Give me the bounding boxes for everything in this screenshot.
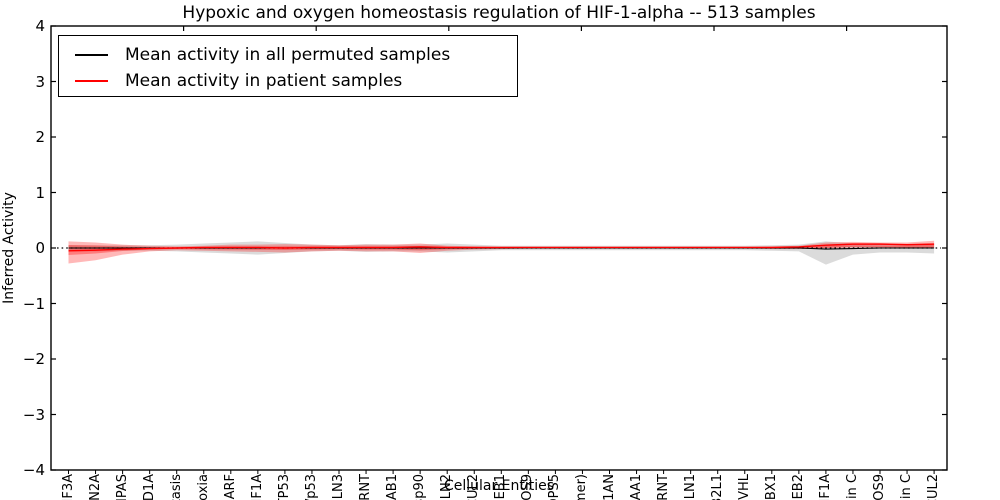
- x-tick-label: HIF1A/ARNT: [358, 474, 373, 500]
- x-tick-label: HIF1A/JAB1: [385, 474, 400, 500]
- x-axis-label: Cellular Entities: [443, 478, 555, 494]
- chart-title: Hypoxic and oxygen homeostasis regulatio…: [182, 3, 816, 23]
- x-tick-label: ARNT: [655, 474, 671, 500]
- x-tick-label: HIF1A/Hsp90: [412, 474, 427, 500]
- legend-line-permuted-icon: [75, 54, 108, 56]
- x-tick-label: HIF1A/RACK1/Elongin B/Elongin C: [845, 474, 860, 500]
- y-tick-label: −1: [22, 294, 45, 313]
- x-tick-label: VHL/Elongin B/Elongin C/RBX1/CUL2: [926, 474, 941, 500]
- patient-band-outer: [68, 240, 935, 264]
- x-tick-label: HIF1A/p19ARF: [223, 474, 238, 500]
- x-tick-label: FIH (dimer): [574, 474, 589, 500]
- x-tick-label: VHL: [736, 474, 752, 500]
- legend-label-permuted: Mean activity in all permuted samples: [125, 45, 451, 65]
- y-tick-label: −2: [22, 350, 45, 368]
- patient-mean-line: [68, 243, 935, 252]
- y-tick-label: 0: [35, 239, 45, 257]
- legend-line-patient-icon: [75, 80, 108, 82]
- x-tick-label: EGLN3: [331, 474, 346, 500]
- x-tick-label: ARD1A: [141, 474, 157, 500]
- x-tick-label: RACK1/Elongin B/Elongin C: [899, 474, 914, 500]
- x-tick-label: CUL2: [466, 474, 482, 500]
- y-tick-label: 4: [35, 17, 45, 35]
- x-tick-label: HIF3A: [60, 474, 76, 500]
- x-tick-label: PHD1-3/OS9: [872, 474, 887, 500]
- x-tick-label: OS9: [520, 474, 536, 500]
- legend-label-patient: Mean activity in patient samples: [125, 71, 403, 91]
- x-tick-label: HIF1AN: [601, 474, 617, 500]
- y-tick-label: 3: [35, 72, 45, 91]
- y-tick-label: 1: [35, 183, 45, 202]
- permuted-band: [68, 241, 935, 265]
- legend: Mean activity in all permuted samples Me…: [58, 35, 518, 97]
- x-tick-label: GNB2L1: [710, 474, 725, 500]
- legend-row-permuted: Mean activity in all permuted samples: [59, 43, 517, 67]
- y-tick-label: 2: [35, 128, 45, 146]
- x-tick-label: HIF1A/p53: [304, 474, 319, 500]
- x-tick-label: HSP90AA1: [629, 474, 644, 500]
- x-tick-label: TCEB1: [493, 474, 509, 500]
- x-tick-label: TP53: [276, 474, 292, 500]
- x-tick-label: VHL/Elongin B/Elongin C/RBX1/CUL2/HIF1A: [818, 474, 833, 500]
- x-tick-label: CDKN2A: [88, 474, 103, 500]
- x-tick-label: EGLN2: [439, 474, 455, 500]
- x-tick-label: ARNT/IPAS: [115, 474, 130, 500]
- x-tick-label: EGLN1: [682, 474, 698, 500]
- x-tick-label: response to hypoxia: [196, 474, 211, 500]
- x-tick-label: HIF1A: [249, 474, 265, 500]
- x-tick-label: oxygen homeostasis: [169, 474, 184, 500]
- x-tick-label: COPS5: [547, 474, 563, 500]
- y-tick-label: −3: [22, 405, 45, 424]
- x-tick-label: TCEB2: [790, 474, 806, 500]
- x-tick-label: RBX1: [763, 474, 779, 500]
- y-tick-label: −4: [22, 461, 45, 479]
- legend-row-patient: Mean activity in patient samples: [59, 69, 517, 93]
